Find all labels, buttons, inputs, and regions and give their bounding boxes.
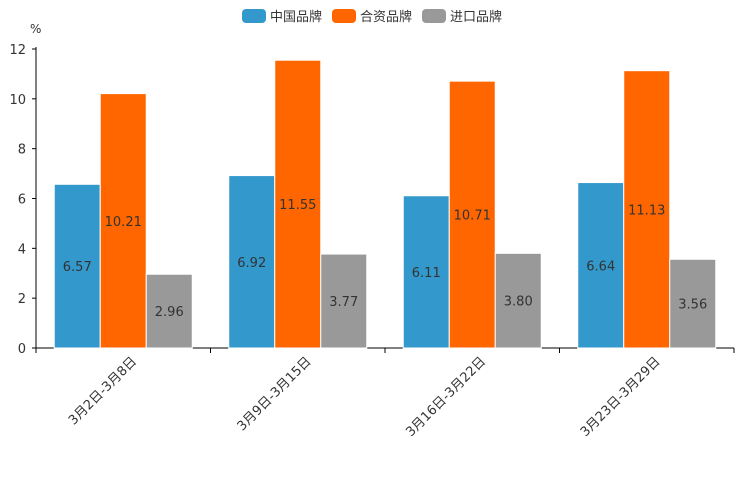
bar bbox=[623, 70, 671, 349]
bar-data-label: 6.64 bbox=[586, 259, 615, 274]
x-category-label: 3月9日-3月15日 bbox=[235, 354, 315, 434]
bar-data-label: 6.57 bbox=[63, 260, 92, 275]
x-category-label: 3月23日-3月29日 bbox=[578, 354, 664, 440]
bar-data-label: 10.21 bbox=[105, 215, 142, 230]
bar bbox=[402, 195, 450, 349]
legend-swatch-china-brand bbox=[241, 8, 266, 23]
bar-data-label: 2.96 bbox=[155, 305, 184, 320]
y-axis-unit-label: % bbox=[30, 22, 41, 36]
bar-data-label: 3.77 bbox=[329, 295, 358, 310]
legend-label-imported-brand: 进口品牌 bbox=[450, 10, 503, 25]
bar-data-label: 11.13 bbox=[628, 203, 665, 218]
legend-label-joint-venture-brand: 合资品牌 bbox=[359, 10, 412, 25]
legend: 中国品牌 合资品牌 进口品牌 bbox=[0, 6, 744, 25]
y-tick-label: 4 bbox=[18, 242, 26, 257]
y-tick-label: 6 bbox=[18, 193, 26, 208]
bar-data-label: 11.55 bbox=[279, 198, 316, 213]
legend-item-china-brand[interactable]: 中国品牌 bbox=[241, 6, 322, 25]
y-tick-label: 2 bbox=[18, 292, 26, 307]
bar-data-label: 10.71 bbox=[454, 209, 491, 224]
bar bbox=[228, 175, 276, 349]
legend-swatch-imported-brand bbox=[422, 8, 446, 23]
bar bbox=[669, 258, 717, 349]
legend-item-imported-brand[interactable]: 进口品牌 bbox=[422, 6, 502, 25]
y-tick-label: 10 bbox=[9, 93, 26, 108]
bar-data-label: 3.80 bbox=[504, 295, 533, 310]
x-category-label: 3月16日-3月22日 bbox=[403, 354, 489, 440]
y-tick-label: 8 bbox=[18, 143, 26, 158]
legend-swatch-joint-venture-brand bbox=[331, 8, 356, 23]
bar bbox=[145, 273, 193, 349]
y-tick-label: 0 bbox=[18, 342, 26, 357]
legend-label-china-brand: 中国品牌 bbox=[269, 10, 322, 25]
bar bbox=[448, 80, 496, 349]
bar-data-label: 3.56 bbox=[678, 298, 707, 313]
bar bbox=[99, 93, 147, 349]
bar bbox=[274, 59, 322, 349]
bar bbox=[494, 252, 542, 349]
bar bbox=[53, 183, 101, 349]
y-tick-label: 12 bbox=[9, 43, 26, 58]
bar bbox=[320, 253, 368, 349]
bar-data-label: 6.92 bbox=[237, 256, 266, 271]
legend-item-joint-venture-brand[interactable]: 合资品牌 bbox=[331, 6, 412, 25]
bar bbox=[577, 182, 625, 349]
x-category-label: 3月2日-3月8日 bbox=[66, 354, 140, 428]
bar-data-label: 6.11 bbox=[412, 266, 441, 281]
